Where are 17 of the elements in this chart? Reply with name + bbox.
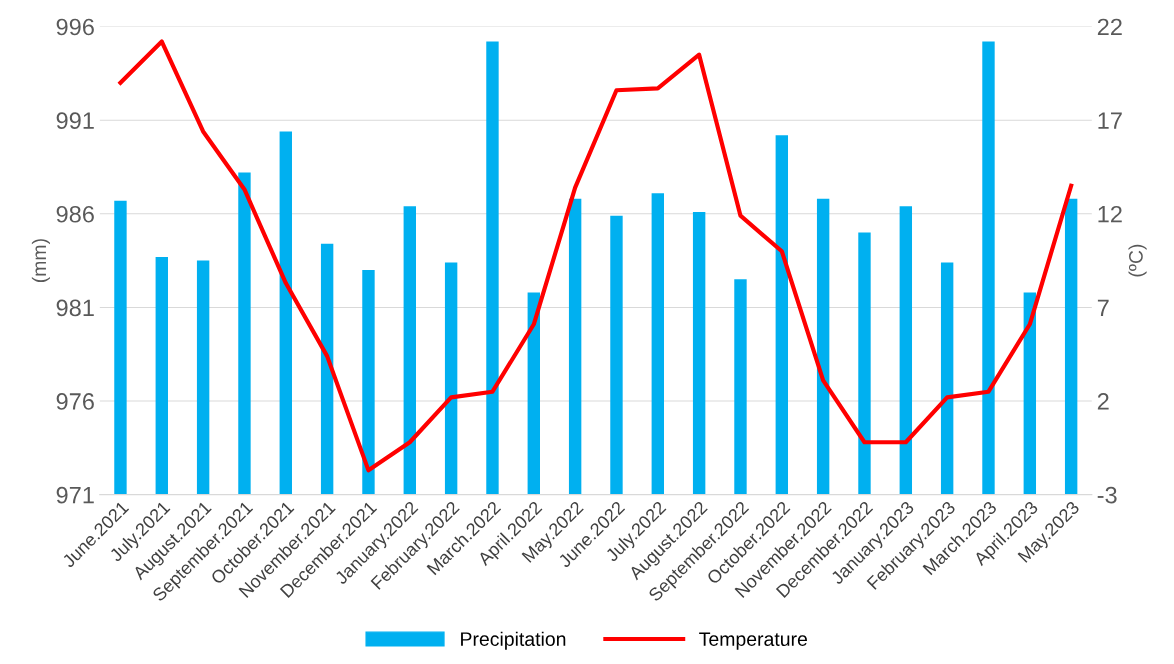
line-series [118, 39, 1074, 473]
y2-tick-label: -3 [1097, 486, 1117, 504]
y2-tick-label: 12 [1098, 205, 1122, 223]
y2-tick-label: 17 [1098, 112, 1122, 129]
y-tick-label: 976 [56, 393, 94, 410]
y2-axis-title: (ºC) [1128, 244, 1147, 277]
y-tick-label: 996 [56, 18, 94, 36]
legend-label: Temperature [699, 632, 807, 650]
legend-label: Precipitation [461, 631, 566, 650]
y-tick-label: 981 [56, 299, 94, 317]
y2-tick-label: 7 [1097, 299, 1109, 316]
y-tick-label: 991 [56, 112, 94, 129]
y2-tick-label: 22 [1097, 18, 1122, 36]
y-tick-label: 971 [56, 486, 94, 504]
y2-tick-label: 2 [1097, 393, 1109, 410]
y-tick-label: 986 [56, 205, 94, 223]
y-axis-title: (mm) [31, 239, 50, 283]
